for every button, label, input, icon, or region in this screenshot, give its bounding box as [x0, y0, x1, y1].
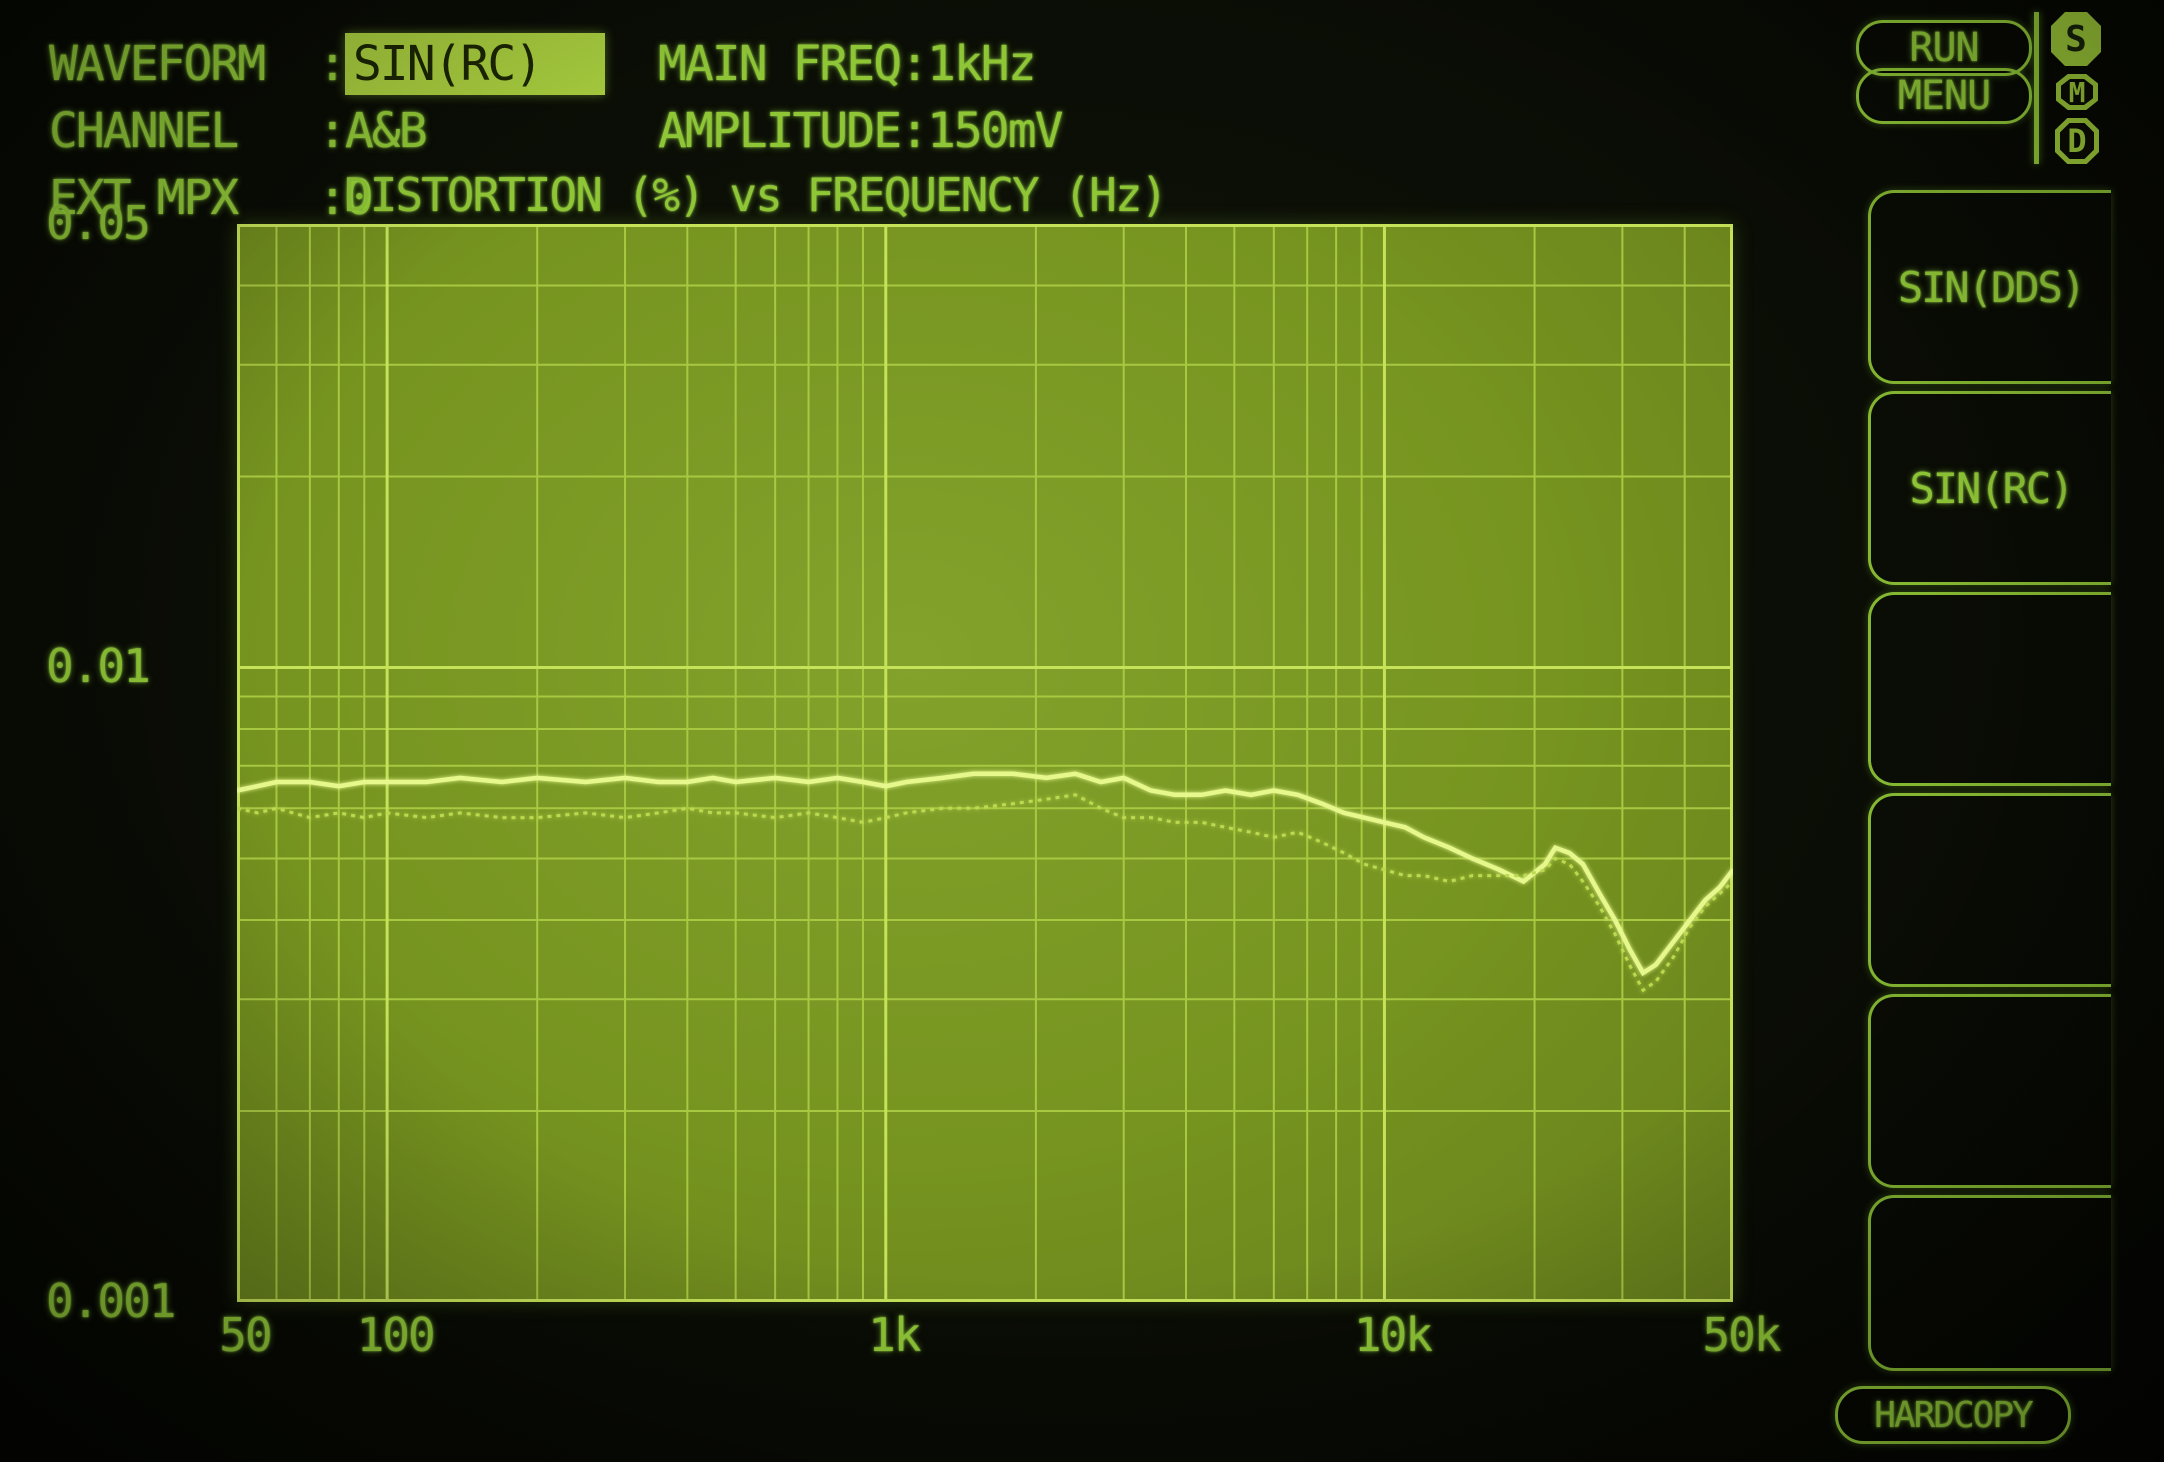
colon-separator: :	[318, 35, 347, 92]
colon-separator: :	[900, 35, 929, 92]
trace-bright-solid	[237, 771, 1733, 977]
side-menu-button-sin-dds[interactable]: SIN(DDS)	[1868, 190, 2111, 384]
colon-separator: :	[318, 169, 347, 226]
main-freq-row: MAIN FREQ:1kHz	[658, 30, 1062, 97]
side-menu-button-sin-rc[interactable]: SIN(RC)	[1868, 391, 2111, 585]
waveform-row: WAVEFORM: SIN(RC)	[49, 30, 606, 97]
channel-label: CHANNEL	[49, 102, 239, 159]
channel-row: CHANNEL: A&B	[49, 97, 605, 164]
mode-indicator-d: D	[2055, 118, 2099, 164]
mode-indicator-s: S	[2051, 12, 2101, 66]
y-tick-label: 0.001	[46, 1274, 176, 1328]
mode-indicator-divider	[2034, 12, 2039, 164]
y-tick-label: 0.05	[46, 196, 151, 250]
grid-minor-lines	[237, 224, 1733, 1302]
generator-settings-block: MAIN FREQ:1kHz AMPLITUDE:150mV	[658, 30, 1063, 164]
menu-button[interactable]: MENU	[1856, 68, 2032, 124]
ext-mpx-value-field[interactable]: 0	[344, 169, 374, 226]
x-tick-label: 50k	[1702, 1308, 1781, 1362]
chart-title: DISTORTION (%) vs FREQUENCY (Hz)	[344, 168, 1168, 222]
side-menu-button-blank-5[interactable]	[1868, 994, 2111, 1188]
x-tick-label: 1k	[868, 1308, 921, 1362]
main-freq-label: MAIN FREQ	[658, 35, 902, 92]
side-menu-button-label: SIN(RC)	[1909, 463, 2074, 513]
x-tick-label: 100	[356, 1308, 436, 1362]
amplitude-value-field[interactable]: 150mV	[927, 102, 1063, 159]
distortion-vs-frequency-plot	[237, 224, 1733, 1302]
amplitude-row: AMPLITUDE:150mV	[658, 97, 1063, 164]
waveform-settings-block: WAVEFORM: SIN(RC) CHANNEL: A&B EXT MPX:0	[49, 30, 606, 231]
side-menu-button-blank-4[interactable]	[1868, 793, 2111, 987]
ext-mpx-label: EXT MPX	[49, 169, 239, 226]
x-tick-label: 50	[219, 1308, 272, 1362]
side-menu-button-blank-6[interactable]	[1868, 1195, 2111, 1371]
ext-mpx-row: EXT MPX:0	[49, 164, 605, 231]
trace-dim-dotted	[237, 793, 1733, 993]
colon-separator: :	[318, 102, 347, 159]
mode-indicator-m: M	[2056, 74, 2098, 110]
hardcopy-button[interactable]: HARDCOPY	[1835, 1386, 2071, 1444]
main-freq-value-field[interactable]: 1kHz	[927, 35, 1037, 92]
channel-value-field[interactable]: A&B	[344, 102, 428, 159]
run-button-label: RUN	[1909, 25, 1979, 71]
distortion-traces	[237, 771, 1733, 993]
colon-separator: :	[900, 102, 929, 159]
amplitude-label: AMPLITUDE	[658, 102, 902, 159]
waveform-label: WAVEFORM	[49, 35, 266, 92]
side-menu-button-blank-3[interactable]	[1868, 592, 2111, 786]
waveform-value-field[interactable]: SIN(RC)	[344, 32, 606, 95]
grid-major-lines	[237, 224, 1733, 1302]
y-tick-label: 0.01	[46, 639, 151, 694]
plot-canvas	[237, 224, 1733, 1302]
run-button[interactable]: RUN	[1856, 20, 2032, 76]
side-menu-button-label: SIN(DDS)	[1897, 262, 2086, 312]
hardcopy-button-label: HARDCOPY	[1874, 1394, 2033, 1436]
menu-button-label: MENU	[1897, 73, 1991, 119]
x-tick-label: 10k	[1353, 1308, 1433, 1362]
plot-border	[237, 224, 1733, 1302]
